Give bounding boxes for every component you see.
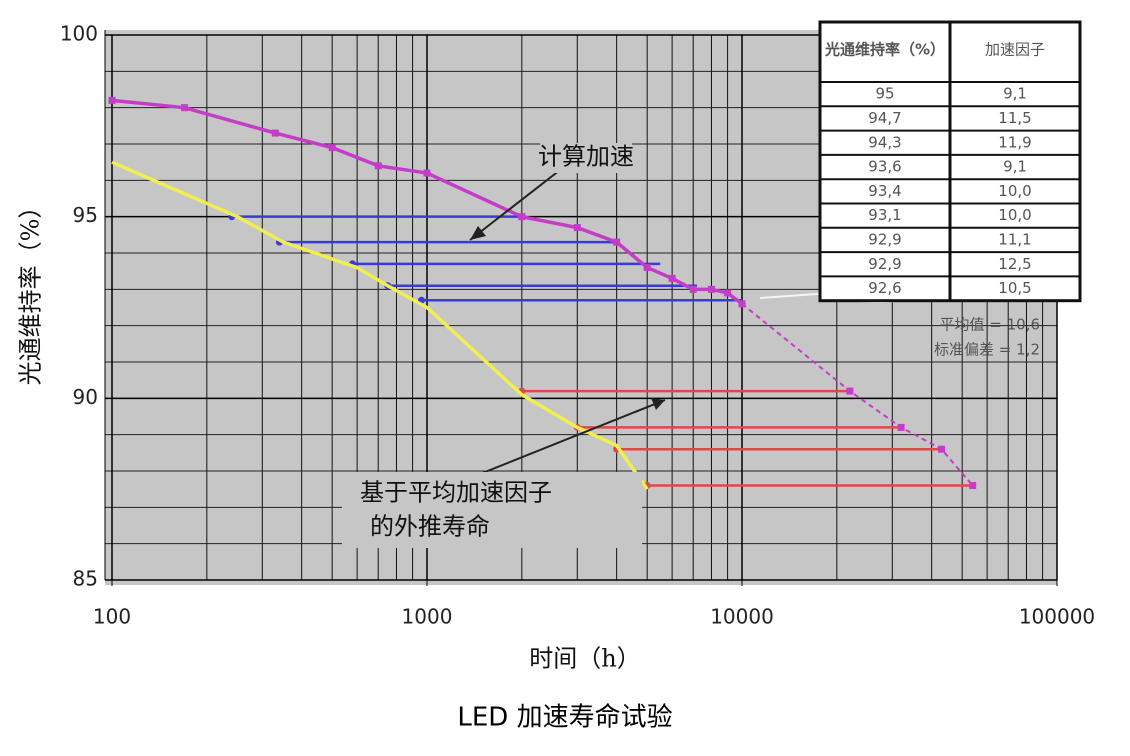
x-tick-label: 10000 — [710, 605, 774, 629]
statistic: 标准偏差 = 1,2 — [934, 341, 1040, 359]
line — [111, 160, 649, 491]
table-cell: 92,6 — [868, 279, 901, 297]
arrow-head — [651, 398, 665, 410]
point — [724, 289, 732, 297]
point — [846, 387, 854, 395]
table-cell: 92,9 — [868, 255, 901, 273]
statistic: 平均值 = 10,6 — [939, 316, 1040, 334]
table-cell: 93,1 — [868, 206, 901, 224]
point — [613, 238, 621, 246]
point — [181, 104, 189, 112]
table-cell: 10,5 — [998, 279, 1031, 297]
y-tick-label: 90 — [73, 385, 98, 409]
table-cell: 12,5 — [998, 255, 1031, 273]
table-cell: 10,0 — [998, 206, 1031, 224]
table-header: 加速因子 — [985, 41, 1045, 59]
table-cell: 94,7 — [868, 109, 901, 127]
table-cell: 93,6 — [868, 158, 901, 176]
table-cell: 95 — [875, 85, 894, 103]
point — [374, 162, 382, 170]
x-axis-label: 时间（h） — [529, 645, 640, 673]
x-tick-label: 100000 — [1019, 605, 1095, 629]
point — [707, 285, 715, 293]
table-cell: 9,1 — [1003, 85, 1027, 103]
point — [423, 169, 431, 177]
annotation-box — [342, 472, 642, 548]
point — [897, 423, 905, 431]
point — [738, 300, 746, 308]
table-cell: 92,9 — [868, 230, 901, 248]
point — [689, 285, 697, 293]
point — [668, 274, 676, 282]
y-tick-label: 85 — [73, 567, 98, 591]
table-header: 光通维持率（%） — [824, 41, 945, 59]
point — [271, 129, 279, 137]
annotation-box — [540, 143, 632, 173]
point — [328, 144, 336, 152]
arrow — [469, 169, 561, 241]
point — [969, 482, 977, 490]
point — [938, 445, 946, 453]
point — [518, 213, 526, 221]
x-tick-label: 100 — [93, 605, 131, 629]
annotation: 基于平均加速因子 — [360, 479, 552, 507]
table-cell: 11,1 — [998, 230, 1031, 248]
point — [643, 264, 651, 272]
table-cell: 11,5 — [998, 109, 1031, 127]
y-axis-label: 光通维持率（%） — [17, 195, 45, 386]
y-tick-label: 95 — [73, 203, 98, 227]
arrow-head — [470, 226, 486, 240]
table-cell: 9,1 — [1003, 158, 1027, 176]
caption: LED 加速寿命试验 — [457, 703, 672, 733]
point — [573, 224, 581, 232]
arrow — [469, 399, 666, 479]
table-cell: 11,9 — [998, 133, 1031, 151]
x-tick-label: 1000 — [402, 605, 453, 629]
annotation: 的外推寿命 — [370, 513, 490, 541]
table-cell: 93,4 — [868, 182, 901, 200]
point — [108, 96, 116, 104]
table-cell: 10,0 — [998, 182, 1031, 200]
y-tick-label: 100 — [60, 22, 98, 46]
table-cell: 94,3 — [868, 133, 901, 151]
annotation: 计算加速 — [538, 143, 634, 171]
